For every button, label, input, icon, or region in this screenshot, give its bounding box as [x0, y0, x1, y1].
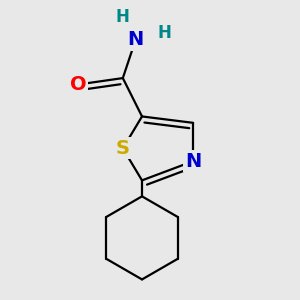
Text: O: O: [70, 75, 86, 94]
Text: H: H: [116, 8, 130, 26]
Text: H: H: [158, 24, 171, 42]
Text: S: S: [116, 139, 130, 158]
Text: N: N: [185, 152, 201, 171]
Text: N: N: [128, 30, 144, 49]
